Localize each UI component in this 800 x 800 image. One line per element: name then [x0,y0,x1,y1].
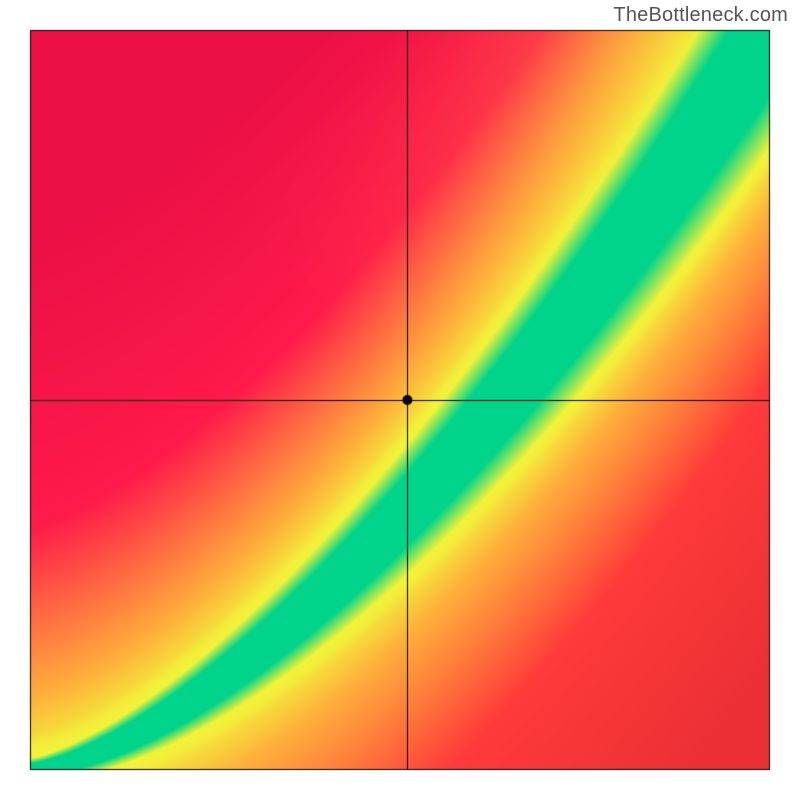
watermark-text: TheBottleneck.com [613,4,788,27]
bottleneck-chart-container: TheBottleneck.com [0,0,800,800]
bottleneck-heatmap-canvas [0,0,800,800]
